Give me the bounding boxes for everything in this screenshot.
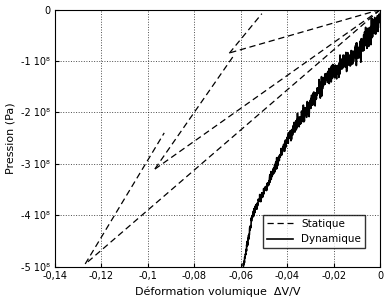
Y-axis label: Pression (Pa): Pression (Pa) <box>5 102 16 174</box>
X-axis label: Déformation volumique  ΔV/V: Déformation volumique ΔV/V <box>135 287 300 298</box>
Legend: Statique, Dynamique: Statique, Dynamique <box>263 215 365 248</box>
